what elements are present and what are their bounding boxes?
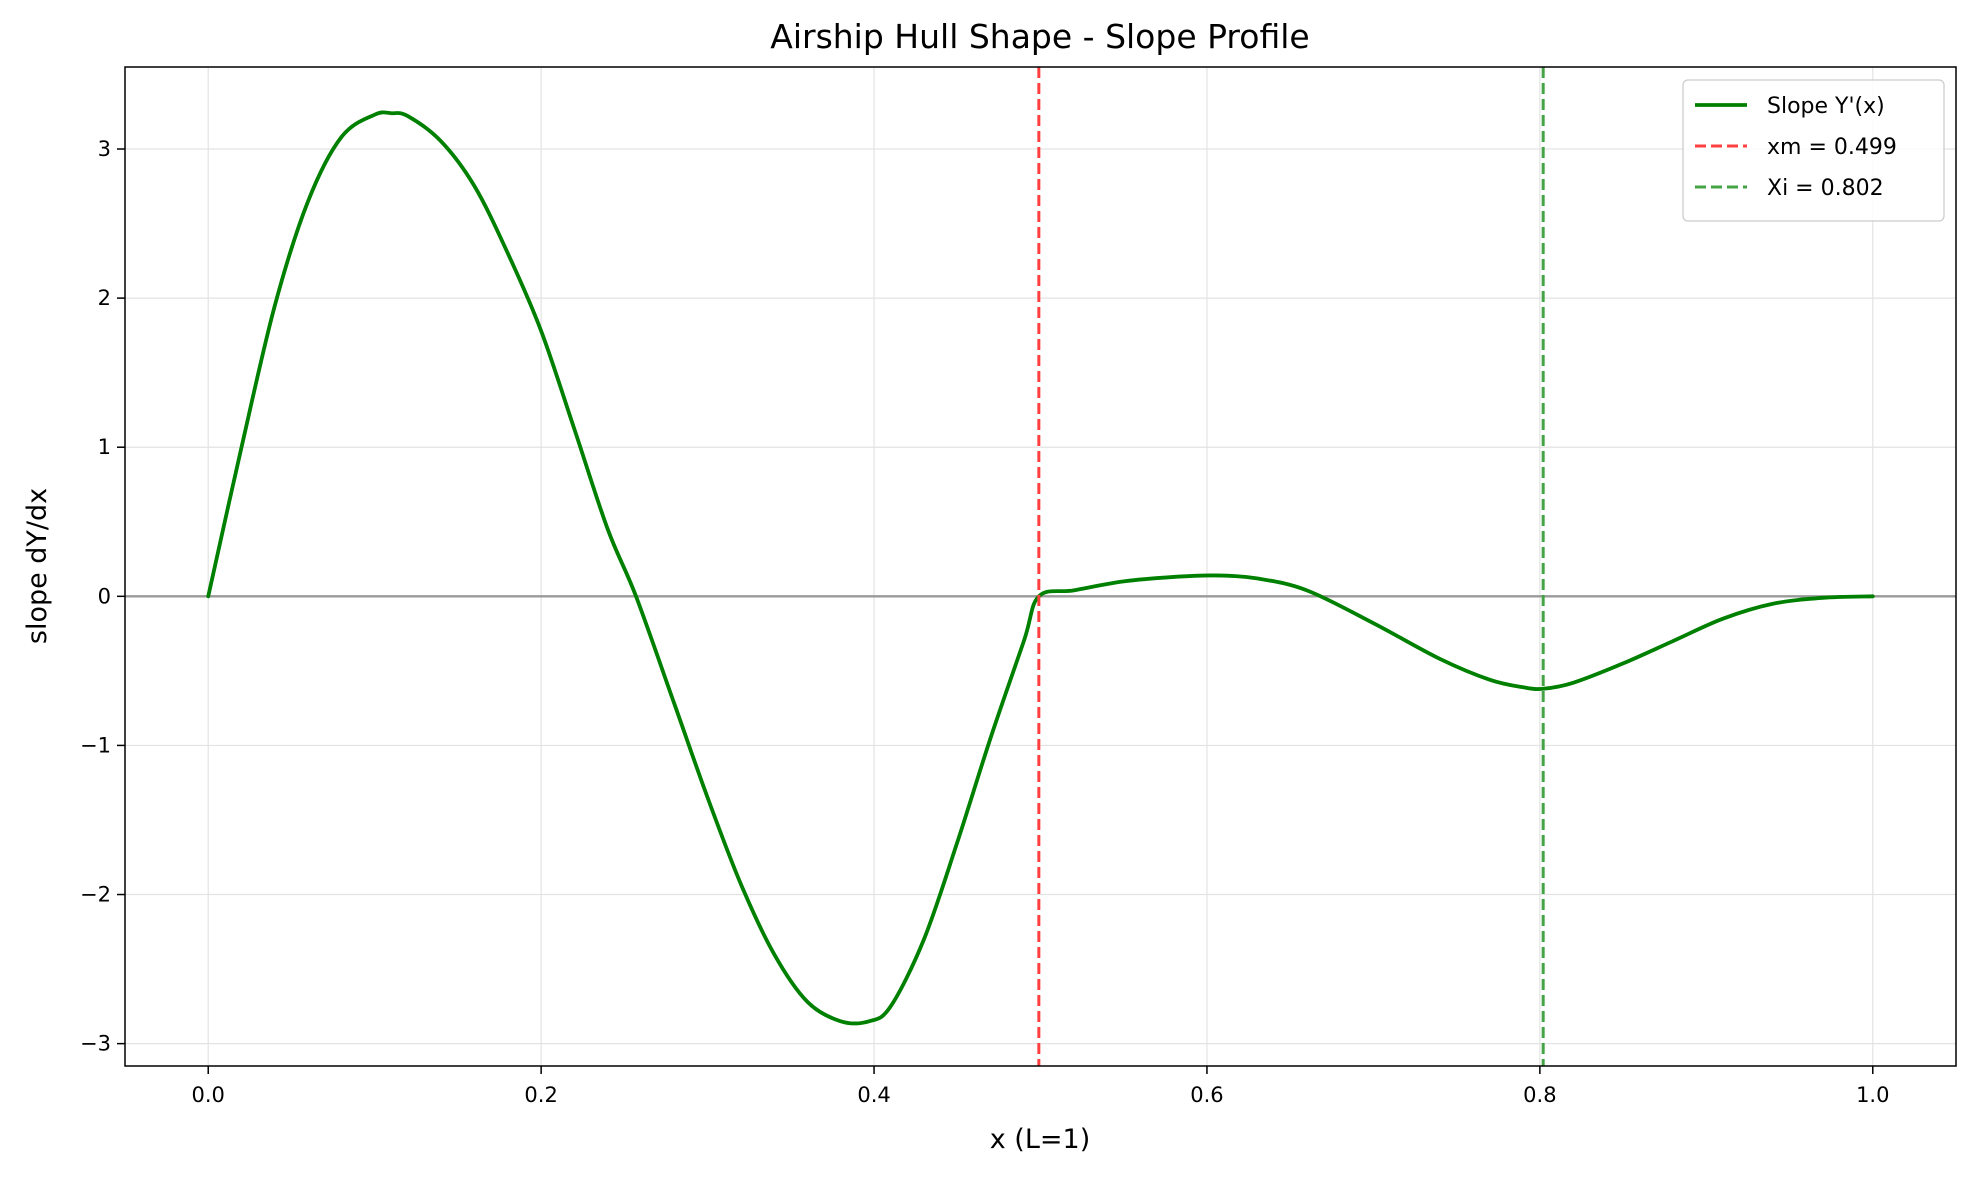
- y-tick-label: 1: [98, 435, 111, 459]
- y-tick-label: 3: [98, 137, 111, 161]
- y-axis-label: slope dY/dx: [22, 488, 53, 644]
- y-tick-label: 0: [98, 584, 111, 608]
- x-axis-label: x (L=1): [990, 1124, 1090, 1155]
- x-tick-label: 0.0: [192, 1083, 225, 1107]
- legend: Slope Y'(x) xm = 0.499 Xi = 0.802: [1682, 79, 1945, 222]
- legend-label: Slope Y'(x): [1767, 94, 1885, 119]
- plot-area: [206, 67, 1875, 1066]
- x-tick-label: 0.2: [524, 1083, 557, 1107]
- x-tick-label: 0.4: [857, 1083, 890, 1107]
- x-tick-label: 0.6: [1190, 1083, 1223, 1107]
- y-tick-label: −1: [80, 733, 111, 757]
- x-tick-label: 0.8: [1523, 1083, 1556, 1107]
- axis-ticks: 0.0 0.2 0.4 0.6 0.8 1.0 −3 −2 −1 0 1 2 3: [80, 137, 1889, 1107]
- legend-label: Xi = 0.802: [1767, 176, 1884, 201]
- grid: [125, 67, 1956, 1066]
- y-tick-label: −2: [80, 883, 111, 907]
- legend-box: [1682, 79, 1945, 222]
- plot-frame: [124, 66, 1957, 1067]
- x-tick-label: 1.0: [1856, 1083, 1889, 1107]
- y-tick-label: 2: [98, 286, 111, 310]
- chart-title: Airship Hull Shape - Slope Profile: [770, 17, 1309, 56]
- y-tick-label: −3: [80, 1032, 111, 1056]
- slope-series-line: [206, 110, 1875, 1026]
- legend-label: xm = 0.499: [1767, 135, 1897, 160]
